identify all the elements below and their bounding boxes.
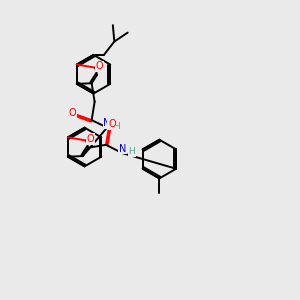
Text: O: O: [96, 61, 103, 71]
Text: O: O: [108, 119, 116, 129]
Text: N: N: [103, 118, 111, 128]
Text: O: O: [69, 108, 76, 118]
Text: H: H: [113, 122, 119, 130]
Text: N: N: [119, 144, 127, 154]
Text: O: O: [87, 134, 94, 144]
Text: H: H: [128, 147, 135, 156]
